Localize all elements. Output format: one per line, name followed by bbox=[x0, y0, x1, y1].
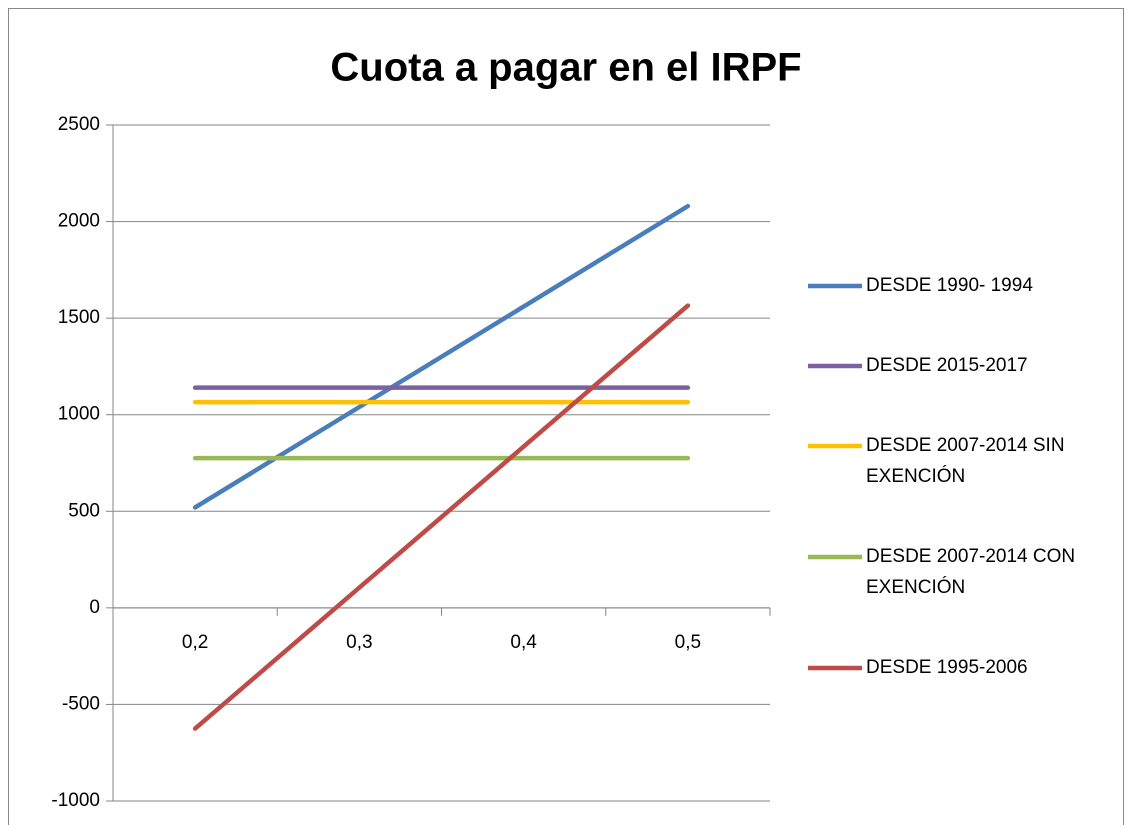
y-tick-label: 2500 bbox=[58, 114, 100, 135]
legend-label: DESDE 1995-2006 bbox=[866, 657, 1028, 678]
x-tick-label: 0,2 bbox=[182, 632, 208, 653]
chart-title: Cuota a pagar en el IRPF bbox=[330, 46, 801, 90]
y-tick-label: 1000 bbox=[58, 404, 100, 425]
y-tick-label: 500 bbox=[68, 500, 100, 521]
x-tick-label: 0,3 bbox=[346, 632, 372, 653]
x-tick-label: 0,4 bbox=[510, 632, 537, 653]
y-tick-label: -500 bbox=[62, 693, 100, 714]
legend-label: DESDE 2007-2014 SIN EXENCIÓN bbox=[866, 435, 1065, 487]
line-series bbox=[192, 203, 691, 510]
y-tick-label: 2000 bbox=[58, 211, 100, 232]
y-tick-label: 1500 bbox=[58, 307, 100, 328]
x-tick-label: 0,5 bbox=[675, 632, 701, 653]
line-series bbox=[192, 303, 691, 731]
chart-border bbox=[8, 8, 1124, 825]
y-tick-label: -1000 bbox=[51, 790, 100, 811]
legend-label: DESDE 2015-2017 bbox=[866, 355, 1028, 376]
y-tick-label: 0 bbox=[89, 597, 100, 618]
legend-label: DESDE 1990- 1994 bbox=[866, 275, 1033, 296]
legend-label: DESDE 2007-2014 CON EXENCIÓN bbox=[866, 546, 1076, 598]
